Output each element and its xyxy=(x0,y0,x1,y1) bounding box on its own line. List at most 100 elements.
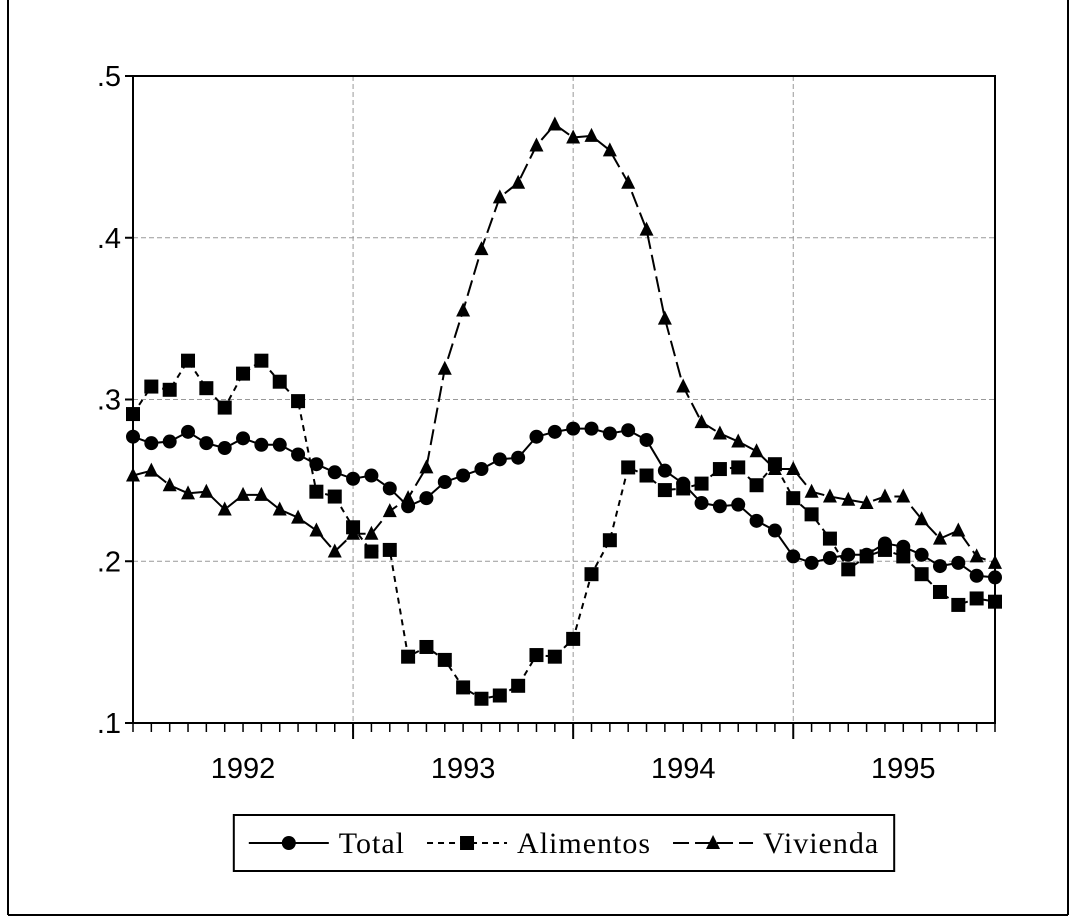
marker xyxy=(822,551,837,566)
marker xyxy=(749,443,764,458)
marker xyxy=(199,483,214,498)
marker xyxy=(437,652,452,667)
marker xyxy=(327,465,342,480)
marker xyxy=(841,491,856,506)
marker xyxy=(859,549,874,564)
marker xyxy=(676,481,691,496)
marker xyxy=(749,513,764,528)
marker xyxy=(346,471,361,486)
marker xyxy=(217,501,232,516)
marker xyxy=(456,302,471,317)
marker xyxy=(639,468,654,483)
marker xyxy=(804,555,819,570)
marker xyxy=(419,639,434,654)
marker xyxy=(621,460,636,475)
marker xyxy=(309,484,324,499)
marker xyxy=(584,421,599,436)
marker xyxy=(932,584,947,599)
marker xyxy=(951,555,966,570)
series-line xyxy=(132,123,996,564)
marker xyxy=(621,423,636,438)
marker xyxy=(877,542,892,557)
marker xyxy=(804,483,819,498)
marker xyxy=(217,441,232,456)
marker xyxy=(181,424,196,439)
marker xyxy=(272,437,287,452)
marker xyxy=(566,129,581,144)
y-tick-label: .2 xyxy=(97,546,121,578)
x-tick-label: 1992 xyxy=(211,753,276,785)
marker xyxy=(162,477,177,492)
marker xyxy=(474,691,489,706)
legend-marker xyxy=(281,836,296,850)
marker xyxy=(327,489,342,504)
marker xyxy=(236,431,251,446)
marker xyxy=(144,462,159,477)
marker xyxy=(822,488,837,503)
marker xyxy=(602,142,617,157)
legend-label: Total xyxy=(339,827,405,860)
marker xyxy=(254,437,269,452)
marker xyxy=(126,467,140,482)
marker xyxy=(767,461,782,476)
series-line xyxy=(132,358,996,700)
marker xyxy=(236,486,251,501)
marker xyxy=(731,433,746,448)
marker xyxy=(309,522,324,537)
marker xyxy=(547,424,562,439)
marker xyxy=(841,562,856,577)
marker xyxy=(932,530,947,545)
marker xyxy=(529,429,544,444)
marker xyxy=(602,533,617,548)
y-tick-label: .5 xyxy=(97,61,121,93)
marker xyxy=(602,426,617,441)
marker xyxy=(914,567,929,582)
marker xyxy=(126,429,140,444)
marker xyxy=(584,127,599,142)
marker xyxy=(291,447,306,462)
marker xyxy=(199,381,214,396)
marker xyxy=(841,547,856,562)
marker xyxy=(199,436,214,451)
marker xyxy=(767,523,782,538)
marker xyxy=(749,478,764,493)
marker xyxy=(254,353,269,368)
marker xyxy=(951,522,966,537)
marker xyxy=(144,436,159,451)
marker xyxy=(181,485,196,500)
marker xyxy=(694,476,709,491)
marker xyxy=(511,450,526,465)
marker xyxy=(511,678,526,693)
marker xyxy=(566,421,581,436)
marker xyxy=(969,591,984,606)
marker xyxy=(804,507,819,522)
legend-marker xyxy=(706,835,721,849)
marker xyxy=(969,548,984,563)
marker xyxy=(327,543,342,558)
marker xyxy=(401,490,416,505)
marker xyxy=(694,496,709,511)
marker xyxy=(621,174,636,189)
marker xyxy=(437,474,452,489)
marker xyxy=(492,688,507,703)
legend-label: Alimentos xyxy=(517,827,651,860)
marker xyxy=(144,379,159,394)
marker xyxy=(382,481,397,496)
marker xyxy=(126,407,140,422)
marker xyxy=(914,547,929,562)
marker xyxy=(657,310,672,325)
marker xyxy=(676,378,691,393)
marker xyxy=(988,554,1002,569)
marker xyxy=(988,570,1002,585)
marker xyxy=(639,221,654,236)
marker xyxy=(712,462,727,477)
marker xyxy=(932,559,947,574)
marker xyxy=(474,462,489,477)
marker xyxy=(529,648,544,663)
marker xyxy=(951,597,966,612)
marker xyxy=(419,459,434,474)
marker xyxy=(309,457,324,472)
x-tick-label: 1994 xyxy=(651,753,716,785)
marker xyxy=(896,488,911,503)
marker xyxy=(914,511,929,526)
